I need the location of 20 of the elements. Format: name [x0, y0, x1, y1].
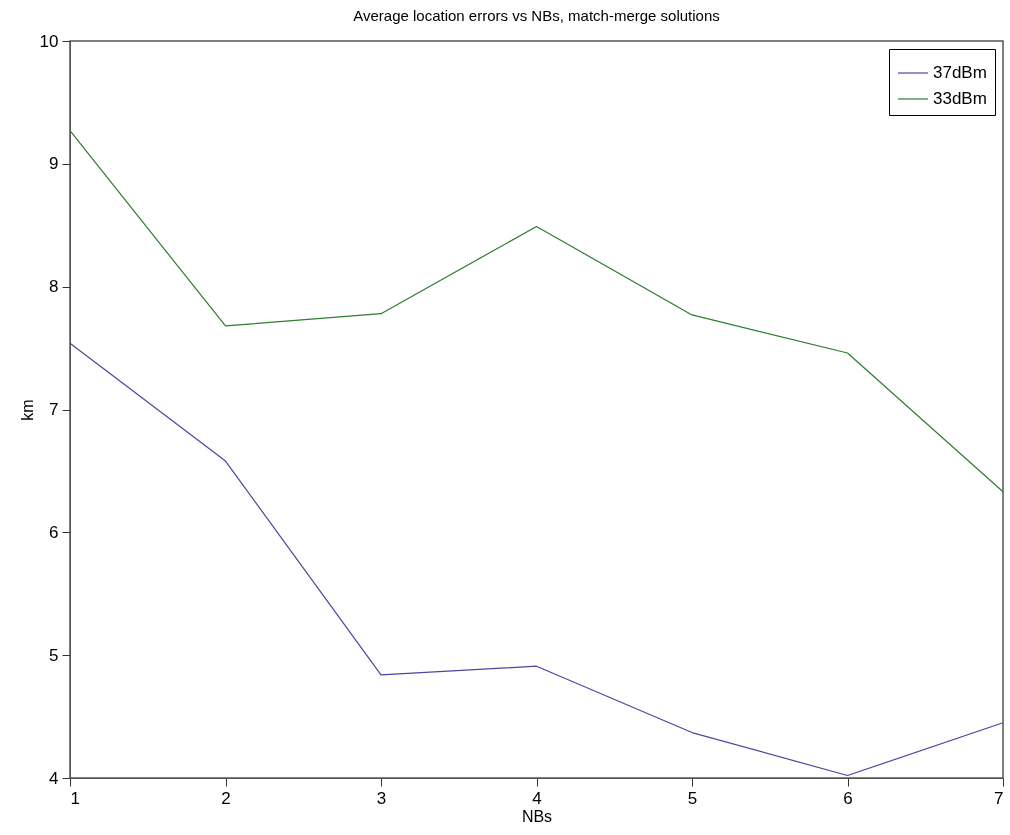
y-tick-label: 9 [49, 154, 59, 174]
legend-label: 37dBm [933, 63, 987, 82]
x-tick-label: 3 [376, 788, 387, 808]
chart-title: Average location errors vs NBs, match-merge solutions [353, 7, 720, 24]
x-tick-label: 2 [221, 788, 231, 808]
x-tick-label: 7 [994, 788, 1004, 808]
y-tick-label: 4 [49, 768, 59, 788]
y-tick-label: 6 [49, 522, 59, 542]
line-series [69, 130, 1004, 493]
y-tick-label: 7 [49, 400, 59, 419]
x-tick-label: 4 [532, 788, 542, 808]
y-tick-label: 5 [49, 645, 59, 665]
x-tick-label: 5 [687, 788, 698, 808]
x-tick-label: 1 [70, 788, 80, 808]
y-tick-label: 8 [49, 277, 59, 297]
x-tick-label: 6 [843, 788, 853, 808]
y-axis-title: km [18, 399, 36, 421]
x-axis-title: NBs [521, 807, 553, 825]
y-tick-label: 10 [39, 31, 59, 51]
legend-label: 33dBm [933, 89, 987, 108]
